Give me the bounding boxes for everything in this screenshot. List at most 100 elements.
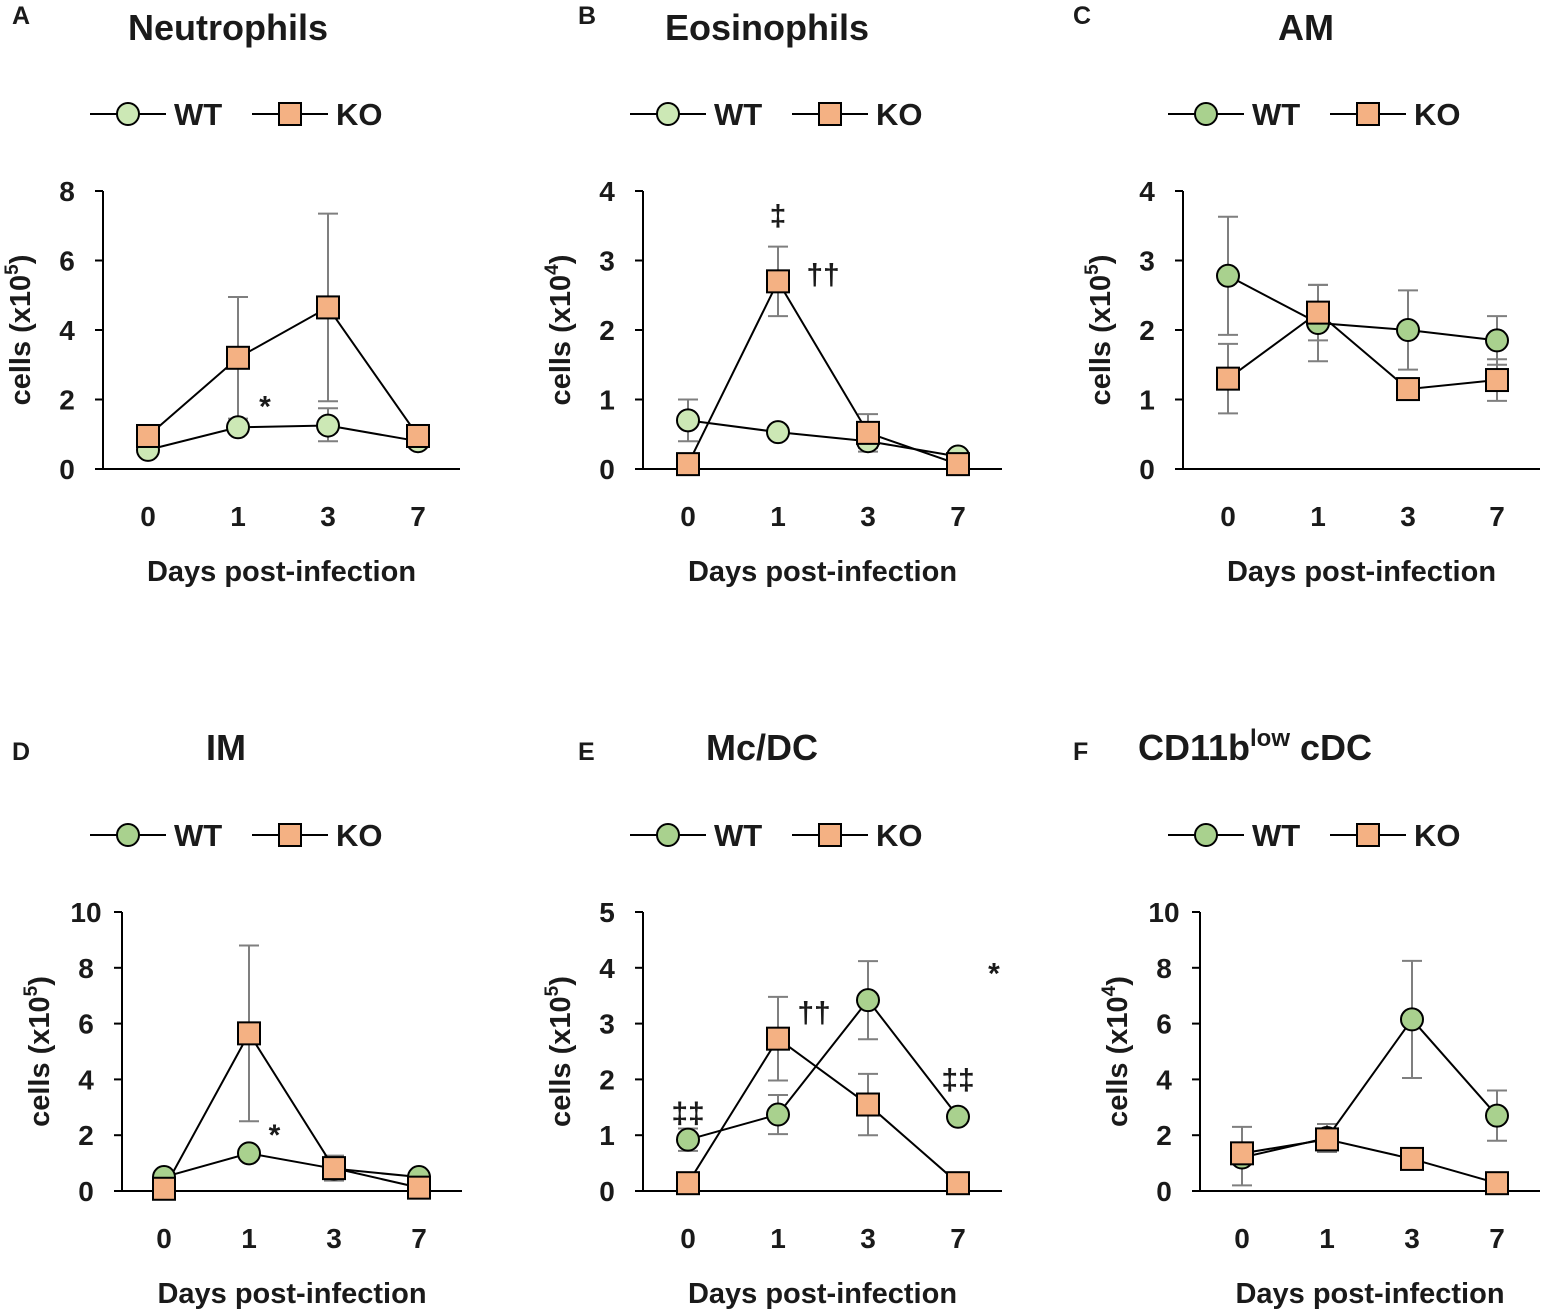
y-tick-label: 0: [599, 454, 615, 485]
x-axis-title: Days post-infection: [157, 1278, 426, 1310]
series-line: [687, 279, 959, 466]
y-tick-label: 0: [78, 1176, 94, 1207]
y-axis-title-suffix: ): [24, 976, 56, 986]
x-tick-label: 1: [770, 501, 786, 532]
y-tick-label: 8: [78, 953, 94, 984]
y-tick-label: 4: [59, 315, 75, 346]
legend-ko-label: KO: [876, 97, 923, 132]
series-wt: [678, 398, 968, 461]
series-wt: [1232, 959, 1507, 1187]
y-tick-label: 1: [1139, 385, 1155, 416]
markers-wt: [676, 408, 970, 469]
y-axis-title-exp: 5: [2, 264, 23, 275]
panel-letter: A: [12, 2, 30, 30]
legend-ko-label: KO: [876, 818, 923, 853]
x-axis-title: Days post-infection: [688, 556, 957, 588]
ko-point: [856, 420, 880, 445]
ko-point: [1315, 1127, 1339, 1152]
x-axis-title: Days post-infection: [688, 1278, 957, 1310]
series-line: [1227, 311, 1498, 391]
series-ko: [154, 944, 429, 1192]
ko-point: [766, 269, 790, 294]
wt-point: [1485, 328, 1509, 353]
x-tick-label: 1: [1319, 1223, 1335, 1254]
panel-f: F CD11blow cDC WT KO 0 2 4 6 8 10 0 1 3 7 Days post-in…: [1073, 725, 1540, 1310]
y-axis-title-exp: 4: [1099, 985, 1120, 996]
markers-ko: [136, 295, 430, 448]
x-axis-title: Days post-infection: [1227, 556, 1496, 588]
legend-wt-marker: [656, 823, 680, 847]
series-line: [163, 1031, 420, 1190]
y-tick-label: 0: [1156, 1176, 1172, 1207]
y-axis-title-exp: 5: [21, 985, 42, 996]
chart-title: IM: [206, 727, 246, 768]
x-tick-label: 3: [1400, 501, 1416, 532]
panel-b: B Eosinophils WT KO 0 1 2 3 4 0 1 3 7 Days post-infec…: [542, 2, 1002, 588]
x-tick-label: 0: [140, 501, 156, 532]
legend: WT KO: [1168, 97, 1461, 132]
y-axis-title-prefix: cells (x10: [545, 275, 577, 406]
y-axis-title: cells (x104): [1099, 976, 1134, 1127]
ko-point: [322, 1156, 346, 1181]
x-tick-label: 0: [156, 1223, 172, 1254]
y-tick-label: 4: [1156, 1064, 1172, 1095]
markers-ko: [1216, 300, 1509, 402]
legend-wt-marker: [1194, 102, 1218, 126]
panel-letter: B: [578, 2, 596, 30]
y-axis-title-suffix: ): [545, 255, 577, 265]
panel-c: C AM WT KO 0 1 2 3 4 0 1 3 7 Days post-infection cells…: [1073, 2, 1540, 588]
chart-title-main: Neutrophils: [128, 7, 328, 48]
x-tick-label: 0: [680, 501, 696, 532]
legend-ko-marker: [818, 102, 842, 126]
series-line: [687, 998, 959, 1141]
y-axis-title-exp: 4: [542, 264, 563, 275]
x-tick-label: 3: [860, 501, 876, 532]
y-tick-label: 0: [599, 1176, 615, 1207]
y-tick-label: 2: [78, 1120, 94, 1151]
wt-point: [1396, 318, 1420, 342]
legend-wt-marker: [116, 823, 140, 847]
chart-title: Neutrophils: [128, 7, 328, 48]
x-tick-label: 7: [950, 501, 966, 532]
y-axis-title-prefix: cells (x10: [545, 996, 577, 1127]
ko-point: [946, 452, 970, 477]
panel-letter: E: [578, 738, 595, 766]
legend-ko-label: KO: [336, 818, 383, 853]
y-tick-label: 1: [599, 1120, 615, 1151]
y-axis-title-prefix: cells (x10: [24, 996, 56, 1127]
legend: WT KO: [630, 97, 923, 132]
chart-title-main: Eosinophils: [665, 7, 869, 48]
y-tick-label: 8: [59, 176, 75, 207]
chart-title: Mc/DC: [706, 727, 818, 768]
legend-wt-label: WT: [174, 818, 222, 853]
significance-mark: ††: [797, 996, 830, 1029]
legend-wt-marker: [1194, 823, 1218, 847]
series-ko: [1218, 283, 1507, 415]
x-tick-label: 0: [1234, 1223, 1250, 1254]
ko-point: [766, 1026, 790, 1051]
legend-ko-label: KO: [336, 97, 383, 132]
legend-ko-marker: [278, 102, 302, 126]
legend-wt-label: WT: [174, 97, 222, 132]
ko-point: [136, 423, 160, 448]
y-axis-title-prefix: cells (x10: [5, 275, 37, 406]
y-tick-label: 6: [78, 1009, 94, 1040]
significance-mark: ‡: [770, 199, 787, 232]
ko-point: [856, 1092, 880, 1117]
legend-wt-marker: [656, 102, 680, 126]
y-axis-title-exp: 5: [542, 985, 563, 996]
wt-point: [316, 413, 340, 438]
panel-a: A Neutrophils WT KO 0 2 4 6 8 0 1 3 7 Days post-infec…: [2, 2, 460, 588]
chart-title-rest: cDC: [1290, 727, 1372, 768]
y-tick-label: 0: [1139, 454, 1155, 485]
wt-point: [237, 1141, 261, 1166]
series-line: [1241, 1017, 1498, 1159]
significance-mark: *: [259, 390, 271, 423]
series-line: [147, 424, 419, 451]
significance-mark: *: [988, 957, 1000, 990]
chart-title: Eosinophils: [665, 7, 869, 48]
y-tick-label: 6: [59, 246, 75, 277]
y-axis-title: cells (x105): [2, 255, 37, 406]
y-axis-title-suffix: ): [1085, 255, 1117, 265]
y-tick-label: 3: [599, 1009, 615, 1040]
